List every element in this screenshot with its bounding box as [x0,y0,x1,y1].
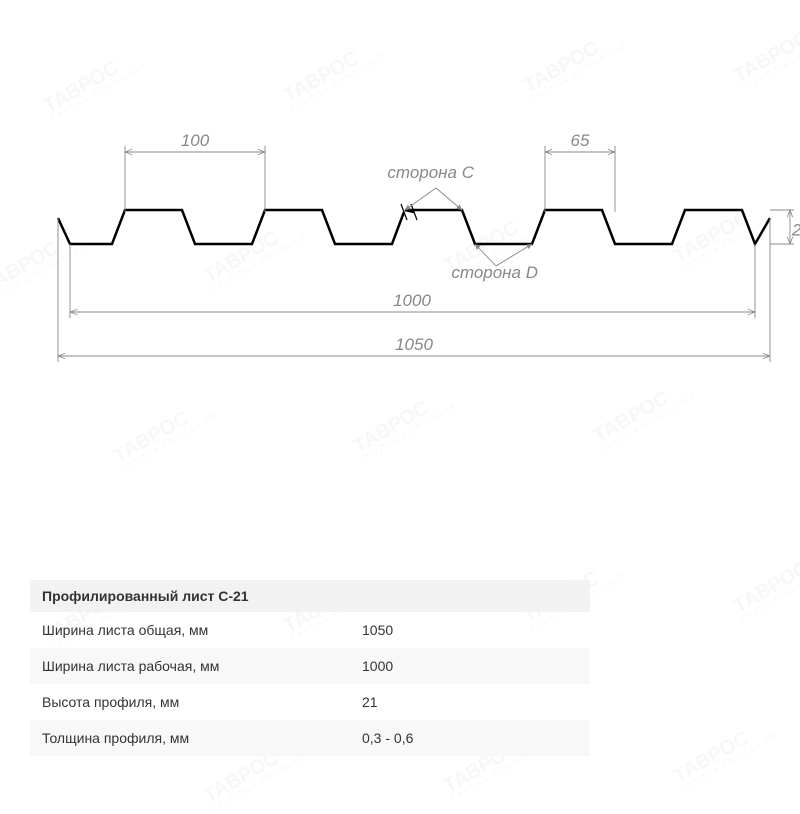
svg-text:сторона D: сторона D [451,263,538,282]
svg-text:сторона C: сторона C [387,163,474,182]
profile-diagram: 100 65 21 1000 1050 сторона C сторона D [0,0,800,560]
table-row: Ширина листа рабочая, мм1000 [30,648,590,684]
table-cell-value: 1000 [362,658,578,674]
svg-text:65: 65 [571,131,590,150]
table-cell-value: 0,3 - 0,6 [362,730,578,746]
svg-text:21: 21 [791,220,800,239]
spec-table: Профилированный лист С-21 Ширина листа о… [30,580,590,756]
table-cell-label: Ширина листа общая, мм [42,622,362,638]
table-cell-label: Толщина профиля, мм [42,730,362,746]
table-cell-value: 21 [362,694,578,710]
table-cell-label: Высота профиля, мм [42,694,362,710]
spec-table-title: Профилированный лист С-21 [30,580,590,612]
table-row: Ширина листа общая, мм1050 [30,612,590,648]
table-cell-label: Ширина листа рабочая, мм [42,658,362,674]
svg-text:1000: 1000 [393,291,431,310]
table-row: Толщина профиля, мм0,3 - 0,6 [30,720,590,756]
svg-text:1050: 1050 [395,335,433,354]
table-row: Высота профиля, мм21 [30,684,590,720]
watermark: ТАВРОСГРУППА КОМПАНИЙ [670,715,779,794]
table-cell-value: 1050 [362,622,578,638]
svg-text:100: 100 [181,131,210,150]
